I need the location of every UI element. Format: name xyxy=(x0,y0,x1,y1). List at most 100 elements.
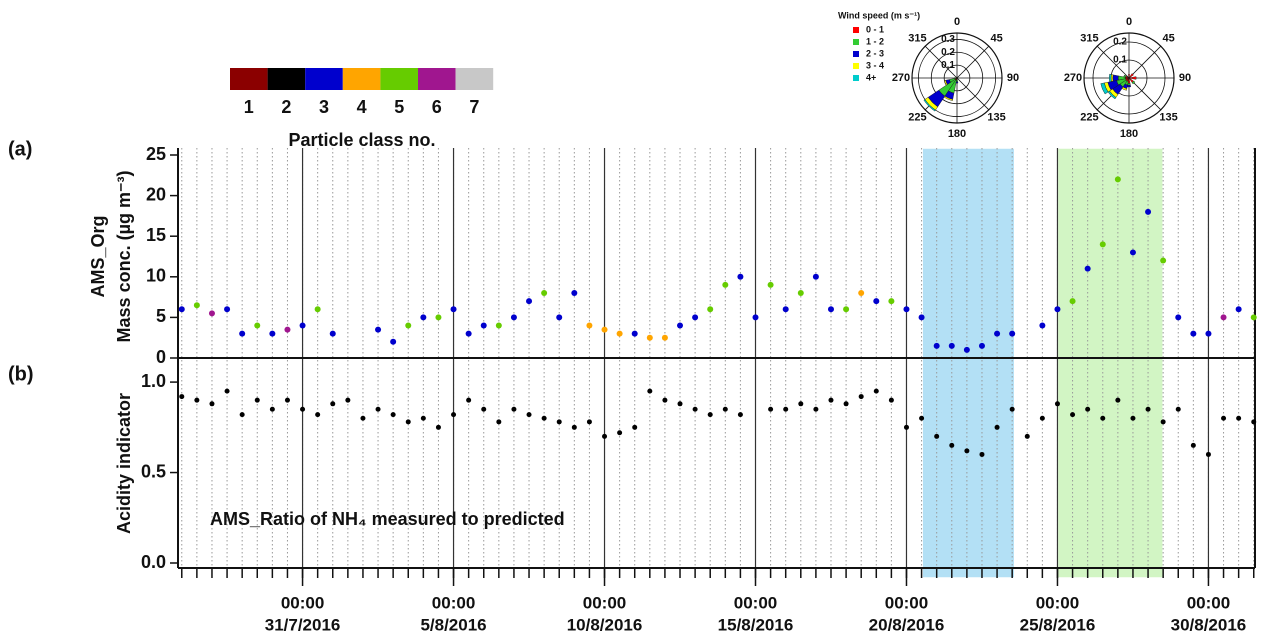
rose-r-label: 0.1 xyxy=(941,60,955,71)
data-point xyxy=(963,346,970,353)
rose-legend-label: 0 - 1 xyxy=(866,24,884,34)
class-label: 5 xyxy=(394,97,404,117)
data-point xyxy=(360,415,366,421)
rose-r-label: 0.2 xyxy=(941,47,955,58)
rose-angle-label: 270 xyxy=(892,72,910,84)
data-point xyxy=(933,342,940,349)
data-point xyxy=(405,322,412,329)
data-point xyxy=(617,430,623,436)
data-point xyxy=(556,419,562,425)
rose-legend-label: 4+ xyxy=(866,72,876,82)
class-swatch xyxy=(380,68,418,90)
data-point xyxy=(239,412,245,418)
data-point xyxy=(556,314,563,321)
annotation: AMS_Ratio of NH₄ measured to predicted xyxy=(210,509,565,529)
x-tick-date: 5/8/2016 xyxy=(420,615,486,634)
rose-legend-swatch xyxy=(853,39,859,45)
x-tick-date: 15/8/2016 xyxy=(718,615,794,634)
data-point xyxy=(934,433,940,439)
data-point xyxy=(314,306,321,313)
data-point xyxy=(1145,406,1151,412)
data-point xyxy=(1175,314,1182,321)
rose-legend-swatch xyxy=(853,63,859,69)
data-point xyxy=(510,314,517,321)
data-point xyxy=(496,419,502,425)
data-point xyxy=(571,424,577,430)
x-tick-date: 25/8/2016 xyxy=(1020,615,1096,634)
data-point xyxy=(1130,415,1136,421)
rose-legend-swatch xyxy=(853,27,859,33)
data-point xyxy=(1054,306,1061,313)
data-point xyxy=(692,314,699,321)
data-point xyxy=(586,322,593,329)
data-point xyxy=(1129,249,1136,256)
rose-legend-label: 2 - 3 xyxy=(866,48,884,58)
y-tick-label: 15 xyxy=(146,225,166,245)
rose-wedge xyxy=(1128,73,1134,79)
class-swatch xyxy=(342,68,381,90)
x-tick-date: 20/8/2016 xyxy=(869,615,945,634)
data-point xyxy=(949,442,955,448)
data-point xyxy=(1205,330,1212,337)
data-point xyxy=(481,406,487,412)
data-point xyxy=(390,338,397,345)
data-point xyxy=(646,334,653,341)
rose-angle-label: 90 xyxy=(1179,72,1191,84)
data-point xyxy=(964,448,970,454)
data-point xyxy=(918,314,925,321)
data-point xyxy=(903,424,909,430)
data-point xyxy=(193,302,200,309)
class-swatch xyxy=(267,68,306,90)
rose-wedge xyxy=(1123,74,1127,78)
y-axis-label: Acidity indicator xyxy=(114,393,134,534)
data-point xyxy=(994,424,1000,430)
data-point xyxy=(692,406,698,412)
data-point xyxy=(269,330,276,337)
y-tick-label: 0.0 xyxy=(141,552,166,572)
data-point xyxy=(994,330,1001,337)
rose-angle-label: 135 xyxy=(987,112,1005,124)
data-point xyxy=(647,388,653,394)
data-point xyxy=(1009,406,1015,412)
data-point xyxy=(465,330,472,337)
rose-angle-label: 45 xyxy=(1162,32,1174,44)
data-point xyxy=(300,406,306,412)
x-tick-time: 00:00 xyxy=(432,593,475,612)
rose-angle-label: 0 xyxy=(954,16,960,28)
rose-spoke xyxy=(924,45,958,79)
rose-wedge xyxy=(1121,86,1128,91)
data-point xyxy=(1039,322,1046,329)
class-swatch xyxy=(230,68,268,90)
data-point xyxy=(1190,330,1197,337)
x-tick-time: 00:00 xyxy=(1036,593,1079,612)
data-point xyxy=(843,401,849,407)
class-swatch xyxy=(305,68,343,90)
class-swatch xyxy=(455,68,494,90)
rose-legend-label: 1 - 2 xyxy=(866,36,884,46)
data-point xyxy=(1039,415,1045,421)
data-point xyxy=(254,322,261,329)
data-point xyxy=(526,412,532,418)
data-point xyxy=(873,298,880,305)
data-point xyxy=(722,406,728,412)
rose-angle-label: 225 xyxy=(1080,112,1098,124)
data-point xyxy=(783,406,789,412)
data-point xyxy=(722,281,729,288)
rose-wedge xyxy=(1100,82,1109,95)
rose-wedge xyxy=(1108,73,1112,83)
data-point xyxy=(828,397,834,403)
data-point xyxy=(767,281,774,288)
x-tick-time: 00:00 xyxy=(734,593,777,612)
foreground-layer: 00:00 31/7/2016 00:00 5/8/2016 00:00 10/8/201… xyxy=(8,10,1257,634)
data-point xyxy=(511,406,517,412)
data-point xyxy=(541,290,548,297)
rose-angle-label: 180 xyxy=(948,128,966,140)
y-tick-label: 20 xyxy=(146,184,166,204)
rose-legend-title: Wind speed (m s⁻¹) xyxy=(838,10,920,20)
rose-wedge xyxy=(1112,74,1119,82)
y-tick-label: 10 xyxy=(146,266,166,286)
data-point xyxy=(858,394,864,400)
data-point xyxy=(782,306,789,313)
data-point xyxy=(329,330,336,337)
x-tick-time: 00:00 xyxy=(583,593,626,612)
